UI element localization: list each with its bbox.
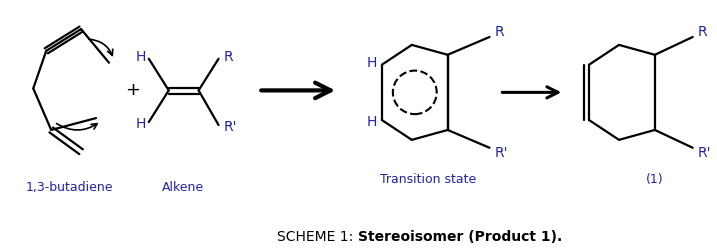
Text: R: R [224, 50, 233, 64]
Text: H: H [136, 117, 146, 131]
Text: R: R [698, 25, 708, 39]
Text: R': R' [698, 146, 711, 160]
Text: (1): (1) [646, 173, 664, 186]
Text: 1,3-butadiene: 1,3-butadiene [25, 181, 113, 194]
Text: H: H [136, 50, 146, 64]
Text: H: H [367, 56, 377, 70]
Text: Alkene: Alkene [161, 181, 204, 194]
Text: R': R' [495, 146, 508, 160]
Text: Stereoisomer (Product 1).: Stereoisomer (Product 1). [358, 230, 562, 244]
Text: H: H [367, 115, 377, 129]
Text: Transition state: Transition state [379, 173, 476, 186]
Text: R: R [495, 25, 504, 39]
Text: R': R' [224, 120, 237, 134]
Text: SCHEME 1:: SCHEME 1: [277, 230, 358, 244]
Text: +: + [125, 81, 141, 99]
